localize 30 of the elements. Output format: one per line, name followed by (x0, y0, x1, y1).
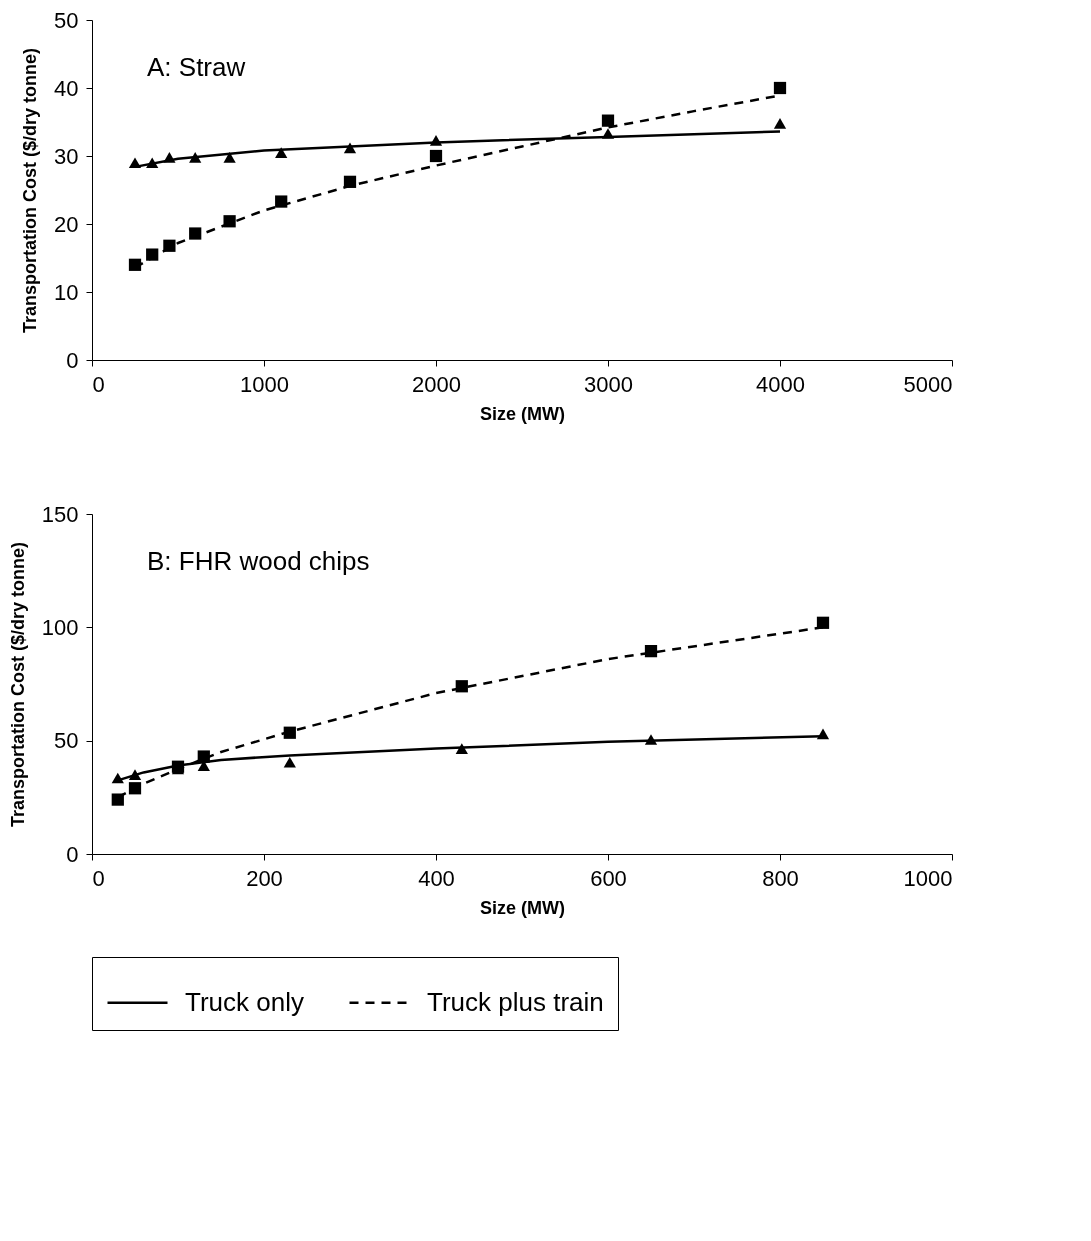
y-tick-label: 0 (66, 841, 79, 867)
x-tick-label: 1000 (903, 865, 953, 891)
annotation: B: FHR wood chips (147, 546, 370, 576)
y-tick-label: 10 (54, 279, 79, 305)
x-tick-label: 800 (762, 865, 799, 891)
annotation: A: Straw (147, 52, 246, 82)
x-tick-label: 600 (590, 865, 627, 891)
x-tick-label: 2000 (412, 371, 461, 397)
x-tick-label: 5000 (903, 371, 953, 397)
x-tick-label: 400 (418, 865, 455, 891)
y-tick-label: 30 (54, 143, 79, 169)
y-axis-title: Transportation Cost ($/dry tonne) (20, 47, 41, 334)
y-tick-label: 150 (41, 501, 79, 527)
y-tick-label: 50 (54, 7, 79, 33)
y-axis-title: Transportation Cost ($/dry tonne) (7, 541, 28, 828)
x-axis-title: Size (MW) (480, 897, 565, 918)
y-tick-label: 0 (66, 347, 79, 373)
legend-label: Truck plus train (427, 986, 604, 1017)
x-axis-title: Size (MW) (480, 403, 565, 424)
y-tick-label: 40 (54, 75, 79, 101)
x-tick-label: 1000 (240, 371, 289, 397)
x-tick-label: 0 (92, 865, 105, 891)
legend-label: Truck only (185, 986, 304, 1017)
x-tick-label: 4000 (756, 371, 805, 397)
y-tick-label: 20 (54, 211, 79, 237)
y-tick-label: 50 (54, 728, 79, 754)
x-tick-label: 200 (246, 865, 283, 891)
y-tick-label: 100 (41, 614, 79, 640)
x-tick-label: 3000 (584, 371, 633, 397)
x-tick-label: 0 (92, 371, 105, 397)
